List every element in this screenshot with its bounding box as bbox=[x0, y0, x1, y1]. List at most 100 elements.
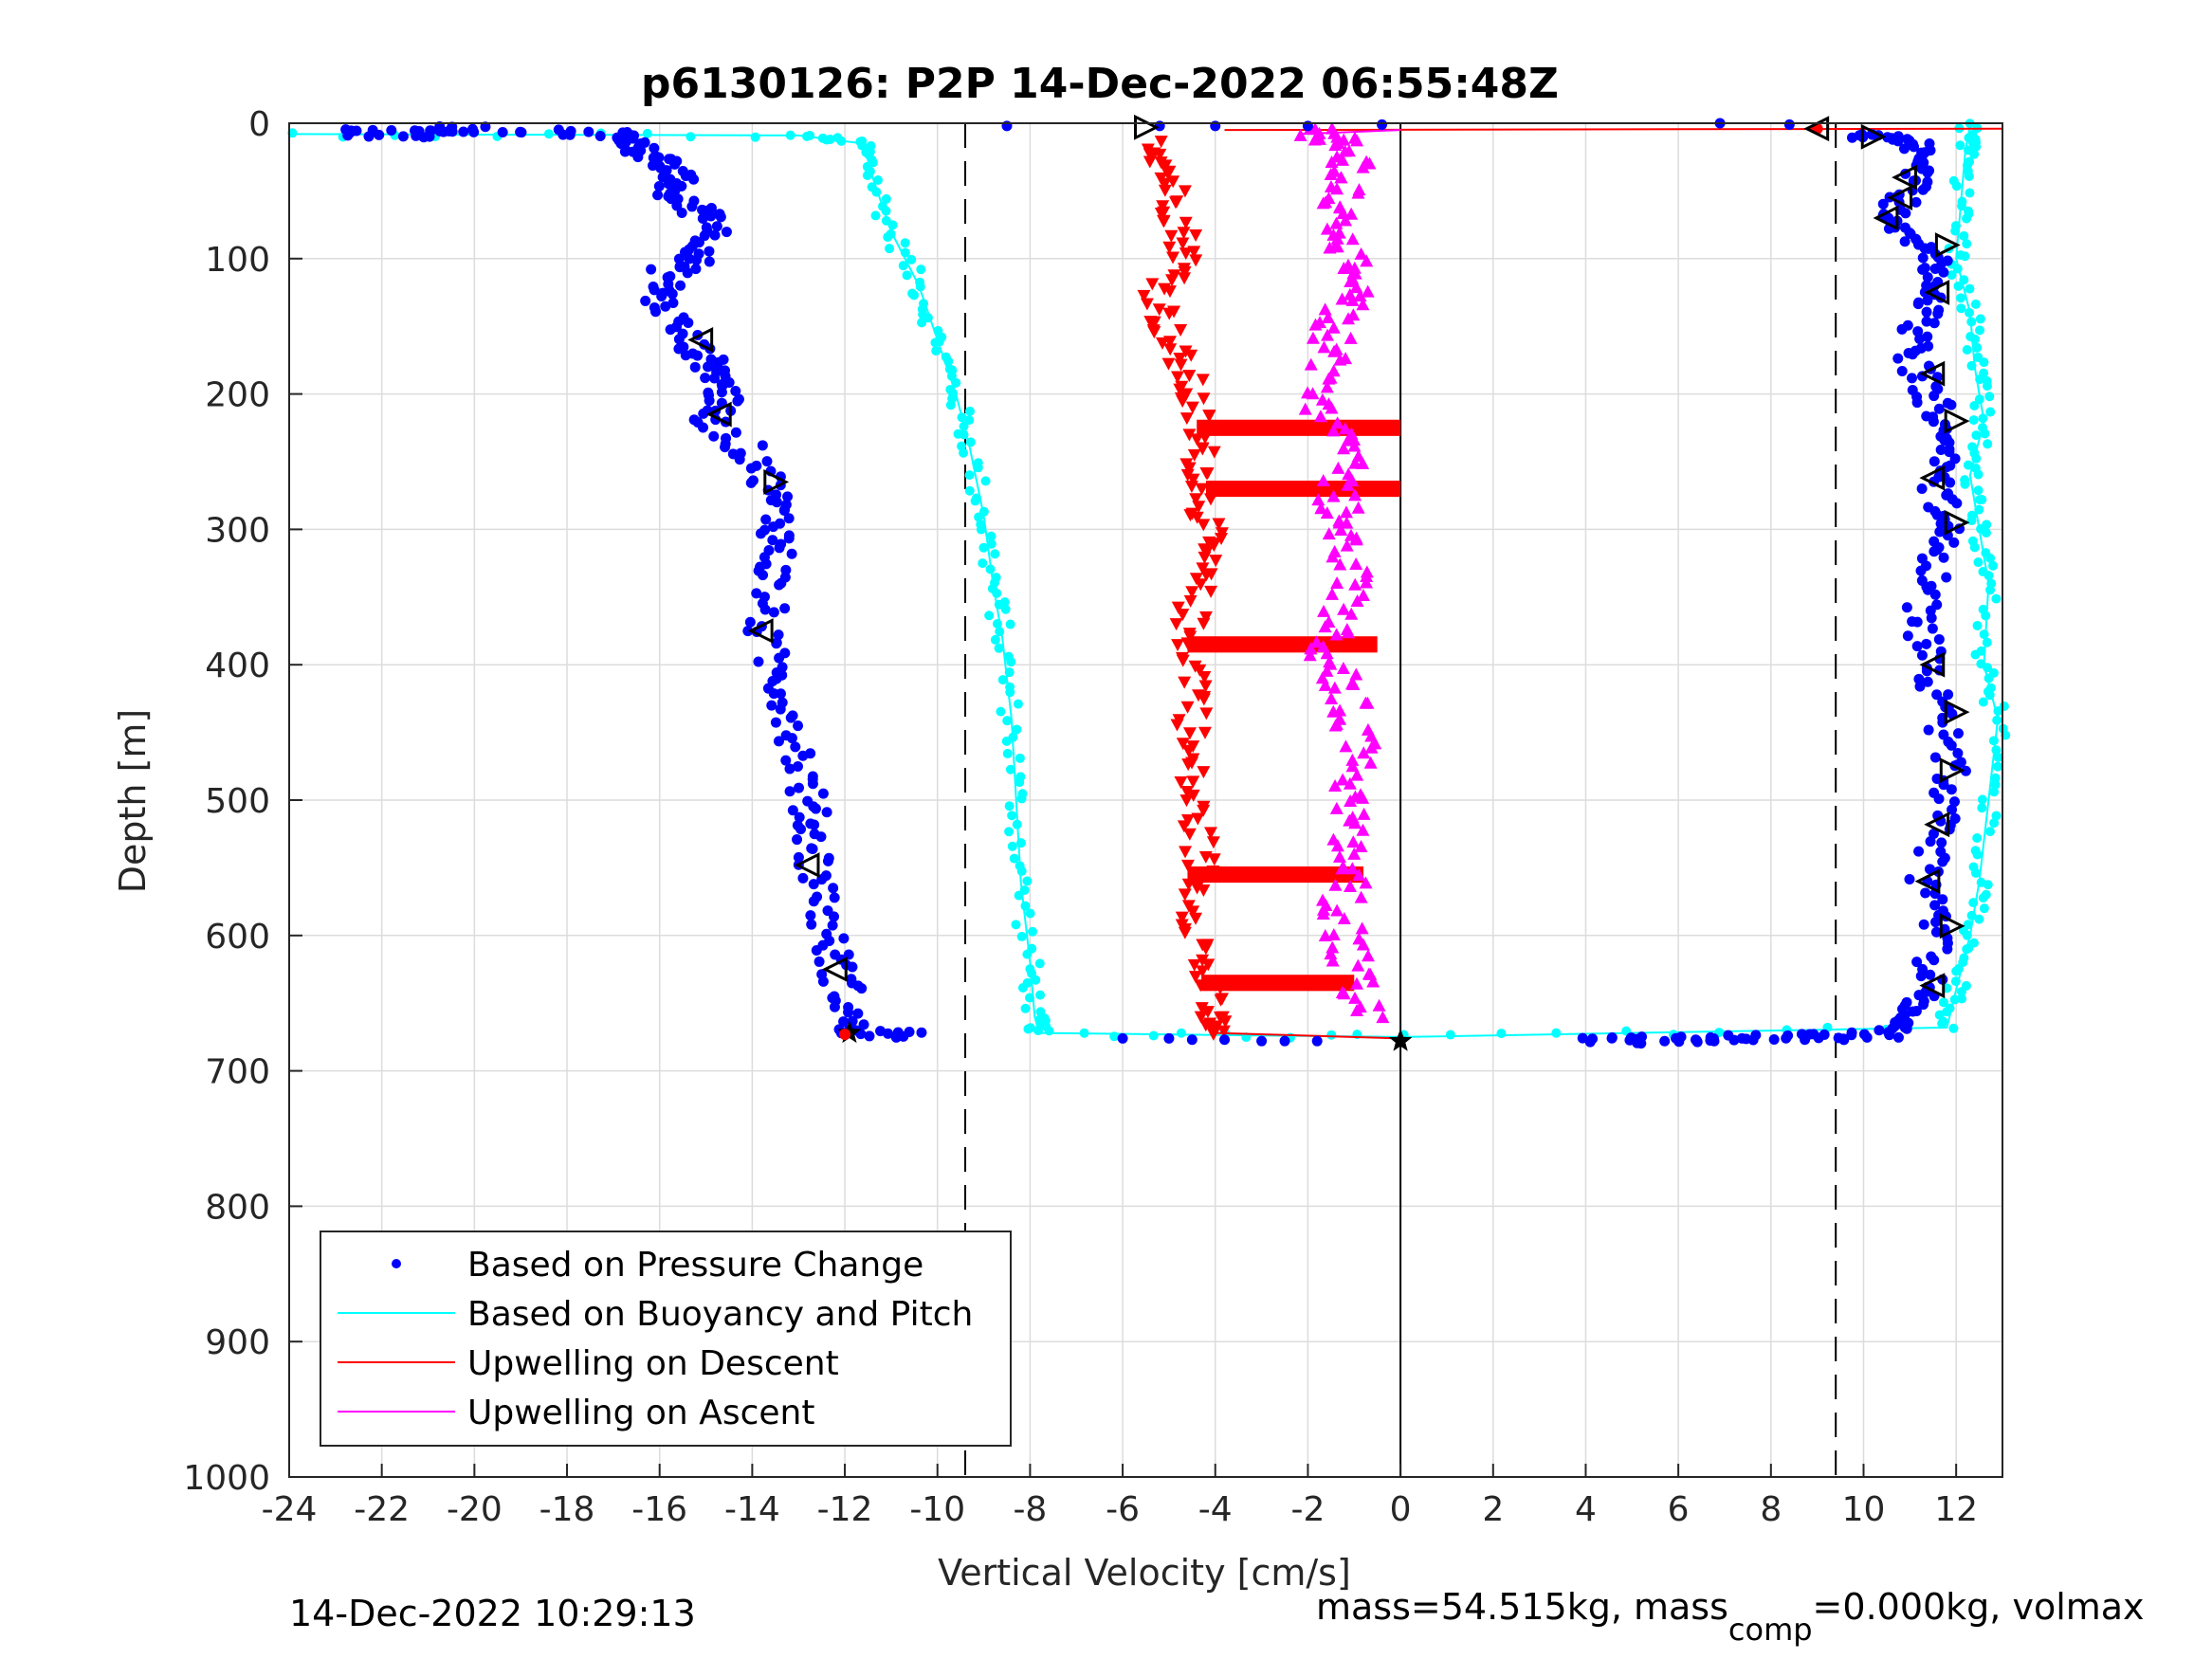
buoyancy-point bbox=[959, 447, 969, 458]
upwelling-ascent-point bbox=[1318, 302, 1332, 316]
upwelling-ascent-point bbox=[1337, 442, 1351, 455]
upwelling-ascent-point bbox=[1335, 986, 1349, 999]
pressure-point bbox=[810, 803, 821, 814]
x-tick-label: -16 bbox=[631, 1490, 687, 1529]
pressure-point bbox=[374, 129, 385, 140]
upwelling-ascent-point bbox=[1343, 879, 1357, 892]
pressure-point bbox=[458, 126, 469, 137]
upwelling-descent-point bbox=[1174, 323, 1188, 337]
buoyancy-point bbox=[916, 264, 926, 275]
pressure-point bbox=[1928, 411, 1939, 423]
upwelling-ascent-point bbox=[1330, 576, 1344, 590]
upwelling-ascent-point bbox=[1336, 153, 1350, 166]
buoyancy-point bbox=[1953, 281, 1964, 291]
upwelling-ascent-point bbox=[1339, 352, 1353, 365]
buoyancy-point bbox=[1974, 504, 1984, 515]
upwelling-descent-point bbox=[1161, 357, 1176, 371]
buoyancy-point bbox=[543, 129, 554, 139]
upwelling-ascent-point bbox=[1361, 949, 1375, 962]
buoyancy-point bbox=[1948, 1023, 1959, 1033]
buoyancy-point bbox=[959, 421, 969, 431]
upwelling-descent-point bbox=[1179, 247, 1193, 261]
upwelling-descent-point bbox=[1154, 136, 1168, 149]
buoyancy-point bbox=[1551, 1028, 1562, 1038]
buoyancy-point bbox=[1976, 659, 1986, 669]
pressure-point bbox=[784, 763, 795, 775]
upwelling-descent-point bbox=[1200, 1006, 1215, 1019]
pressure-point bbox=[808, 879, 819, 890]
pressure-point bbox=[646, 264, 657, 275]
buoyancy-point bbox=[1007, 841, 1017, 851]
upwelling-ascent-point bbox=[1344, 607, 1359, 620]
upwelling-ascent-point bbox=[1345, 232, 1360, 246]
x-axis-label: Vertical Velocity [cm/s] bbox=[938, 1552, 1351, 1594]
pressure-point bbox=[1219, 1034, 1231, 1046]
pressure-point bbox=[1910, 196, 1922, 208]
buoyancy-point bbox=[1031, 975, 1041, 985]
upwelling-ascent-point bbox=[1360, 254, 1374, 267]
upwelling-descent-point bbox=[1196, 443, 1210, 456]
buoyancy-point bbox=[1326, 1030, 1337, 1040]
buoyancy-point bbox=[1011, 920, 1021, 930]
upwelling-ascent-point bbox=[1321, 310, 1335, 323]
pressure-point bbox=[773, 736, 784, 747]
pressure-point bbox=[1942, 397, 1953, 409]
upwelling-descent-point bbox=[1199, 707, 1214, 720]
upwelling-ascent-point bbox=[1324, 179, 1338, 192]
upwelling-ascent-point bbox=[1326, 832, 1341, 846]
pressure-point bbox=[1920, 887, 1931, 899]
pressure-point bbox=[690, 264, 702, 275]
buoyancy-point bbox=[1024, 993, 1034, 1003]
upwelling-descent-point bbox=[1170, 719, 1184, 732]
upwelling-ascent-point bbox=[1324, 947, 1338, 960]
buoyancy-point bbox=[1020, 901, 1031, 911]
y-tick-label: 0 bbox=[248, 105, 270, 144]
upwelling-ascent-point bbox=[1345, 753, 1360, 766]
upwelling-ascent-point bbox=[1330, 150, 1344, 163]
x-tick-label: 0 bbox=[1390, 1490, 1412, 1529]
upwelling-descent-point bbox=[1187, 246, 1201, 259]
upwelling-ascent-point bbox=[1301, 386, 1315, 399]
upwelling-ascent-point bbox=[1349, 667, 1363, 681]
buoyancy-point bbox=[883, 232, 893, 243]
upwelling-ascent-point bbox=[1313, 410, 1327, 423]
buoyancy-point bbox=[1079, 1028, 1089, 1038]
buoyancy-point bbox=[1005, 619, 1015, 629]
buoyancy-point bbox=[909, 290, 920, 301]
buoyancy-point bbox=[1004, 801, 1015, 811]
upwelling-descent-point bbox=[1162, 285, 1177, 299]
pressure-point bbox=[786, 733, 797, 744]
upwelling-ascent-point bbox=[1356, 823, 1370, 836]
pressure-point bbox=[1941, 572, 1952, 583]
pressure-point bbox=[414, 130, 426, 141]
pressure-point bbox=[821, 807, 832, 818]
footer-timestamp: 14-Dec-2022 10:29:13 bbox=[289, 1593, 696, 1634]
pressure-point bbox=[1960, 765, 1971, 776]
pressure-point bbox=[779, 603, 791, 614]
buoyancy-point bbox=[986, 538, 996, 549]
pressure-point bbox=[1919, 263, 1930, 274]
pressure-point bbox=[698, 408, 709, 419]
buoyancy-point bbox=[785, 130, 795, 140]
upwelling-ascent-point bbox=[1363, 756, 1378, 769]
y-tick-label: 1000 bbox=[183, 1459, 270, 1498]
pressure-point bbox=[809, 829, 820, 840]
upwelling-descent-point bbox=[1204, 585, 1218, 598]
upwelling-descent-point bbox=[1214, 994, 1228, 1007]
upwelling-descent-point bbox=[1169, 196, 1183, 210]
upwelling-descent-point bbox=[1180, 701, 1195, 714]
buoyancy-point bbox=[1964, 206, 1974, 216]
pressure-point bbox=[1924, 864, 1935, 875]
buoyancy-point bbox=[1965, 156, 1975, 167]
series-upwelling-ascent bbox=[1293, 121, 1401, 1024]
upwelling-ascent-point bbox=[1348, 456, 1362, 469]
upwelling-ascent-point bbox=[1366, 975, 1380, 988]
pressure-point bbox=[829, 911, 840, 922]
pressure-point bbox=[775, 703, 786, 715]
pressure-point bbox=[814, 956, 825, 967]
buoyancy-point bbox=[951, 377, 961, 388]
pressure-point bbox=[1671, 1032, 1682, 1044]
upwelling-ascent-point bbox=[1323, 655, 1337, 668]
pressure-point bbox=[767, 535, 778, 546]
pressure-point bbox=[1750, 1030, 1762, 1041]
